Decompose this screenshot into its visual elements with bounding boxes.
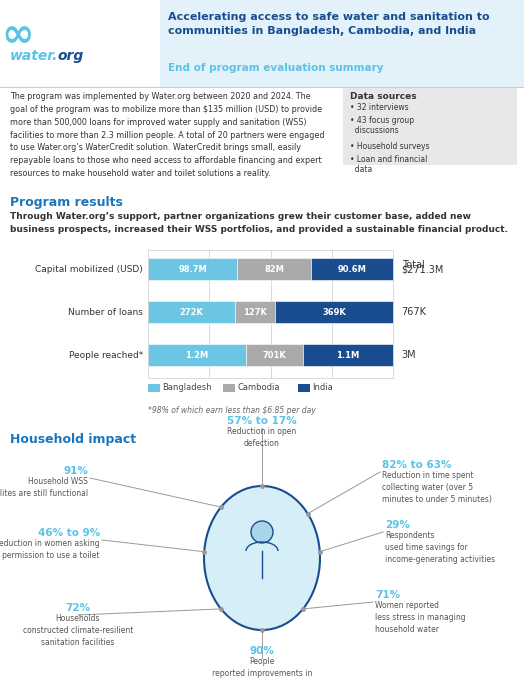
FancyBboxPatch shape (160, 0, 524, 88)
Text: People reached*: People reached* (69, 351, 143, 359)
Text: Reduction in time spent
collecting water (over 5
minutes to under 5 minutes): Reduction in time spent collecting water… (382, 471, 492, 504)
Text: 1.2M: 1.2M (185, 351, 209, 359)
Ellipse shape (204, 486, 320, 630)
FancyBboxPatch shape (275, 301, 393, 323)
FancyBboxPatch shape (237, 258, 311, 280)
Text: Capital mobilized (USD): Capital mobilized (USD) (35, 264, 143, 273)
Text: 57% to 17%: 57% to 17% (227, 416, 297, 426)
Text: 272K: 272K (179, 308, 203, 317)
Text: People
reported improvements in
family health: People reported improvements in family h… (212, 657, 312, 678)
FancyBboxPatch shape (343, 87, 517, 165)
Text: • 32 interviews: • 32 interviews (350, 103, 409, 112)
Text: org: org (58, 49, 84, 63)
FancyBboxPatch shape (311, 258, 393, 280)
FancyBboxPatch shape (148, 384, 160, 392)
Circle shape (251, 521, 273, 543)
Text: Accelerating access to safe water and sanitation to: Accelerating access to safe water and sa… (168, 12, 489, 22)
Text: 82% to 63%: 82% to 63% (382, 460, 452, 470)
FancyBboxPatch shape (223, 384, 235, 392)
Text: 29%: 29% (385, 520, 410, 530)
FancyBboxPatch shape (148, 258, 237, 280)
Text: Household impact: Household impact (10, 433, 136, 446)
FancyBboxPatch shape (148, 344, 246, 366)
Text: Respondents
used time savings for
income-generating activities: Respondents used time savings for income… (385, 531, 495, 563)
Text: Total: Total (402, 260, 425, 270)
FancyBboxPatch shape (246, 344, 303, 366)
Text: 71%: 71% (375, 590, 400, 600)
FancyBboxPatch shape (235, 301, 275, 323)
Text: $271.3M: $271.3M (401, 264, 443, 274)
Text: Women reported
less stress in managing
household water: Women reported less stress in managing h… (375, 601, 466, 634)
Text: ∞: ∞ (2, 16, 34, 54)
Text: India: India (312, 384, 333, 393)
Text: Households
constructed climate-resilient
sanitation facilities: Households constructed climate-resilient… (23, 614, 133, 647)
Text: 90%: 90% (249, 646, 275, 656)
Text: 90.6M: 90.6M (337, 264, 366, 273)
Text: 98.7M: 98.7M (178, 264, 207, 273)
Text: • 43 focus group
  discussions: • 43 focus group discussions (350, 116, 414, 136)
Text: 701K: 701K (263, 351, 287, 359)
Text: 46% to 9%: 46% to 9% (38, 528, 100, 538)
Text: Reduction in open
defection: Reduction in open defection (227, 427, 297, 447)
Text: Bangladesh: Bangladesh (162, 384, 212, 393)
Text: Data sources: Data sources (350, 92, 417, 101)
FancyBboxPatch shape (148, 301, 235, 323)
Text: 82M: 82M (264, 264, 284, 273)
Text: 767K: 767K (401, 307, 426, 317)
Text: 127K: 127K (243, 308, 267, 317)
Text: 91%: 91% (63, 466, 88, 476)
Text: *98% of which earn less than $6.85 per day: *98% of which earn less than $6.85 per d… (148, 406, 316, 415)
Text: End of program evaluation summary: End of program evaluation summary (168, 63, 384, 73)
Text: 72%: 72% (66, 603, 91, 613)
Text: Program results: Program results (10, 196, 123, 209)
Text: The program was implemented by Water.org between 2020 and 2024. The
goal of the : The program was implemented by Water.org… (10, 92, 324, 178)
Text: communities in Bangladesh, Cambodia, and India: communities in Bangladesh, Cambodia, and… (168, 26, 476, 36)
Text: 1.1M: 1.1M (336, 351, 359, 359)
Text: Household WSS
facilites are still functional: Household WSS facilites are still functi… (0, 477, 88, 498)
Text: • Loan and financial
  data: • Loan and financial data (350, 155, 428, 174)
Text: water.: water. (10, 49, 58, 63)
FancyBboxPatch shape (303, 344, 393, 366)
Text: 3M: 3M (401, 350, 416, 360)
Text: Reduction in women asking
permission to use a toilet: Reduction in women asking permission to … (0, 539, 100, 560)
FancyBboxPatch shape (298, 384, 310, 392)
Text: Through Water.org’s support, partner organizations grew their customer base, add: Through Water.org’s support, partner org… (10, 212, 508, 233)
Text: Number of loans: Number of loans (68, 308, 143, 317)
Text: 369K: 369K (322, 308, 346, 317)
Text: Cambodia: Cambodia (237, 384, 279, 393)
Text: • Household surveys: • Household surveys (350, 142, 430, 151)
